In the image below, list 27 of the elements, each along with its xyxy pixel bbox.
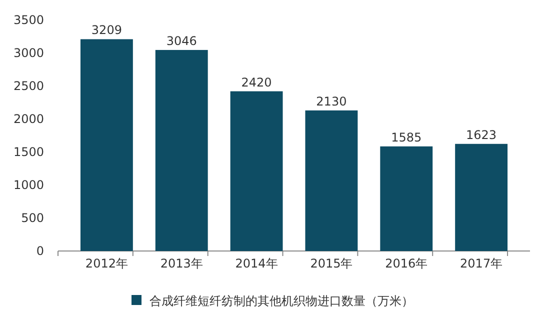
x-tick-label: 2017年 — [460, 256, 503, 271]
data-label: 2420 — [241, 75, 272, 90]
bar — [380, 146, 433, 251]
bar — [455, 144, 508, 251]
y-tick-label: 0 — [36, 244, 44, 258]
data-label: 3209 — [91, 23, 122, 38]
bar — [230, 91, 283, 251]
bar — [305, 110, 358, 251]
x-tick-label: 2012年 — [85, 256, 128, 271]
data-label: 2130 — [316, 94, 347, 108]
x-tick-label: 2016年 — [385, 256, 428, 271]
data-label: 1623 — [466, 128, 497, 142]
y-tick-label: 2000 — [13, 112, 44, 126]
y-tick-label: 1000 — [13, 178, 44, 192]
x-tick-label: 2013年 — [160, 256, 203, 271]
y-tick-label: 3000 — [13, 46, 44, 60]
y-tick-label: 2500 — [13, 78, 44, 93]
x-tick-label: 2014年 — [235, 256, 278, 271]
legend-label: 合成纤维短纤纺制的其他机织物进口数量（万米） — [150, 294, 414, 308]
y-tick-label: 1500 — [13, 144, 44, 159]
y-tick-label: 3500 — [13, 12, 44, 27]
bar — [80, 39, 133, 251]
data-label: 1585 — [391, 130, 422, 144]
data-label: 3046 — [166, 34, 197, 48]
x-tick-label: 2015年 — [310, 256, 353, 271]
y-tick-label: 500 — [21, 210, 44, 225]
bar — [155, 50, 208, 251]
